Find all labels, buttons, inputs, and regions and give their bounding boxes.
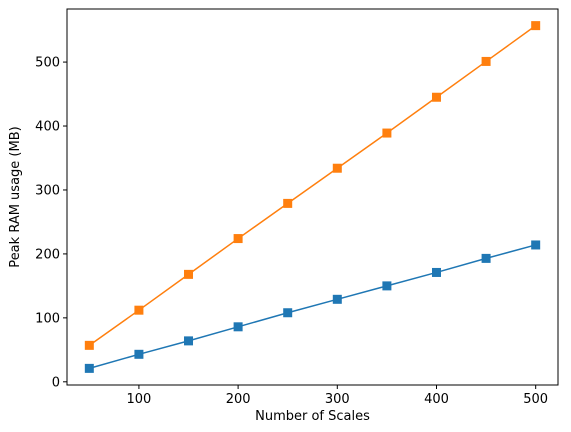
series-1 <box>84 21 541 350</box>
y-tick-label: 300 <box>35 183 60 198</box>
data-point-marker <box>481 56 491 66</box>
data-point-marker <box>184 336 194 346</box>
data-point-marker <box>233 322 243 332</box>
data-point-marker <box>431 92 441 102</box>
data-point-marker <box>84 363 94 373</box>
y-tick-label: 0 <box>52 375 60 390</box>
y-tick-label: 500 <box>35 56 60 71</box>
series-line <box>88 25 537 346</box>
data-point-marker <box>382 281 392 291</box>
series-line <box>89 244 536 370</box>
series-layer <box>84 21 541 373</box>
x-tick-label: 100 <box>127 392 152 407</box>
x-tick-label: 200 <box>226 392 251 407</box>
x-tick-label: 500 <box>523 392 548 407</box>
x-axis-ticks: 100 200 300 400 500 <box>127 385 548 407</box>
y-axis-label: Peak RAM usage (MB) <box>8 126 23 267</box>
data-point-marker <box>283 198 293 208</box>
data-point-marker <box>233 234 243 244</box>
data-point-marker <box>134 305 144 315</box>
data-point-marker <box>531 21 541 31</box>
y-tick-label: 400 <box>35 120 60 135</box>
y-tick-label: 100 <box>35 311 60 326</box>
series-2 <box>84 240 541 373</box>
data-point-marker <box>184 269 194 279</box>
data-point-marker <box>283 308 293 318</box>
data-point-marker <box>481 253 491 263</box>
data-point-marker <box>382 128 392 138</box>
y-axis-ticks: 0 100 200 300 400 500 <box>35 56 67 390</box>
data-point-marker <box>431 267 441 277</box>
data-point-marker <box>531 240 541 250</box>
data-point-marker <box>332 294 342 304</box>
data-point-marker <box>84 340 94 350</box>
x-tick-label: 300 <box>325 392 350 407</box>
plot-frame <box>66 8 559 386</box>
x-axis-label: Number of Scales <box>255 409 370 424</box>
data-point-marker <box>332 163 342 173</box>
data-point-marker <box>134 349 144 359</box>
x-tick-label: 400 <box>424 392 449 407</box>
y-tick-label: 200 <box>35 247 60 262</box>
